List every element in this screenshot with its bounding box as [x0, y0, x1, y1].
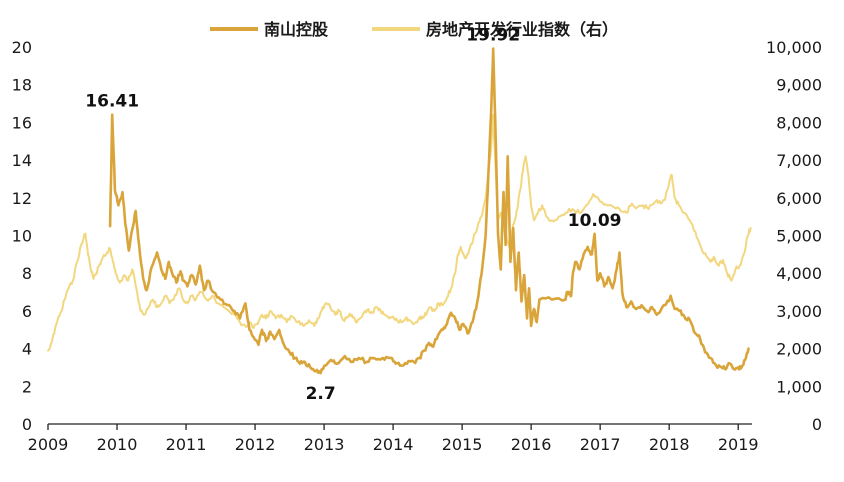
- legend-label-real-estate-index: 房地产开发行业指数（右）: [426, 20, 618, 39]
- x-tick-label: 2016: [511, 435, 552, 454]
- series-layer: [47, 47, 752, 375]
- right-tick-label: 6,000: [776, 189, 822, 208]
- x-tick-label: 2014: [373, 435, 414, 454]
- series-line-real-estate-index: [47, 113, 752, 352]
- x-tick-label: 2010: [97, 435, 138, 454]
- annotation-label: 19.92: [466, 26, 520, 46]
- right-tick-label: 10,000: [766, 38, 822, 57]
- annotation-label: 10.09: [568, 211, 622, 231]
- annotation-label: 16.41: [85, 92, 139, 112]
- left-tick-label: 2: [22, 377, 32, 396]
- right-tick-label: 4,000: [776, 264, 822, 283]
- x-tick-label: 2011: [166, 435, 207, 454]
- left-tick-label: 6: [22, 302, 32, 321]
- legend: 南山控股 房地产开发行业指数（右）: [210, 20, 618, 39]
- x-tick-label: 2012: [235, 435, 276, 454]
- right-tick-label: 0: [812, 415, 822, 434]
- legend-label-nanshan: 南山控股: [264, 20, 329, 39]
- left-tick-label: 10: [12, 227, 32, 246]
- right-tick-label: 5,000: [776, 227, 822, 246]
- series-line-nanshan: [108, 47, 750, 375]
- left-tick-label: 16: [12, 113, 32, 132]
- x-tick-label: 2018: [649, 435, 690, 454]
- annotations: 16.41 2.7 19.92 10.09: [85, 26, 621, 405]
- left-tick-label: 14: [12, 151, 32, 170]
- annotation-label: 2.7: [306, 384, 336, 404]
- right-tick-label: 7,000: [776, 151, 822, 170]
- right-tick-label: 3,000: [776, 302, 822, 321]
- right-tick-label: 9,000: [776, 76, 822, 95]
- x-tick-label: 2019: [718, 435, 759, 454]
- left-axis-ticks: 0 2 4 6 8 10 12 14 16 18 20: [12, 38, 32, 434]
- right-tick-label: 2,000: [776, 340, 822, 359]
- right-tick-label: 1,000: [776, 377, 822, 396]
- x-tick-label: 2017: [580, 435, 621, 454]
- left-tick-label: 0: [22, 415, 32, 434]
- right-tick-label: 8,000: [776, 113, 822, 132]
- right-axis-ticks: 0 1,000 2,000 3,000 4,000 5,000 6,000 7,000 8,00…: [766, 38, 822, 434]
- left-tick-label: 8: [22, 264, 32, 283]
- x-tick-label: 2013: [304, 435, 345, 454]
- x-tick-label: 2015: [442, 435, 483, 454]
- left-tick-label: 12: [12, 189, 32, 208]
- x-tick-label: 2009: [28, 435, 69, 454]
- x-axis-ticks: 2009 2010 2011 2012 2013 2014 2015 2016 2017 2018…: [28, 424, 759, 454]
- left-tick-label: 18: [12, 76, 32, 95]
- left-tick-label: 4: [22, 340, 32, 359]
- left-tick-label: 20: [12, 38, 32, 57]
